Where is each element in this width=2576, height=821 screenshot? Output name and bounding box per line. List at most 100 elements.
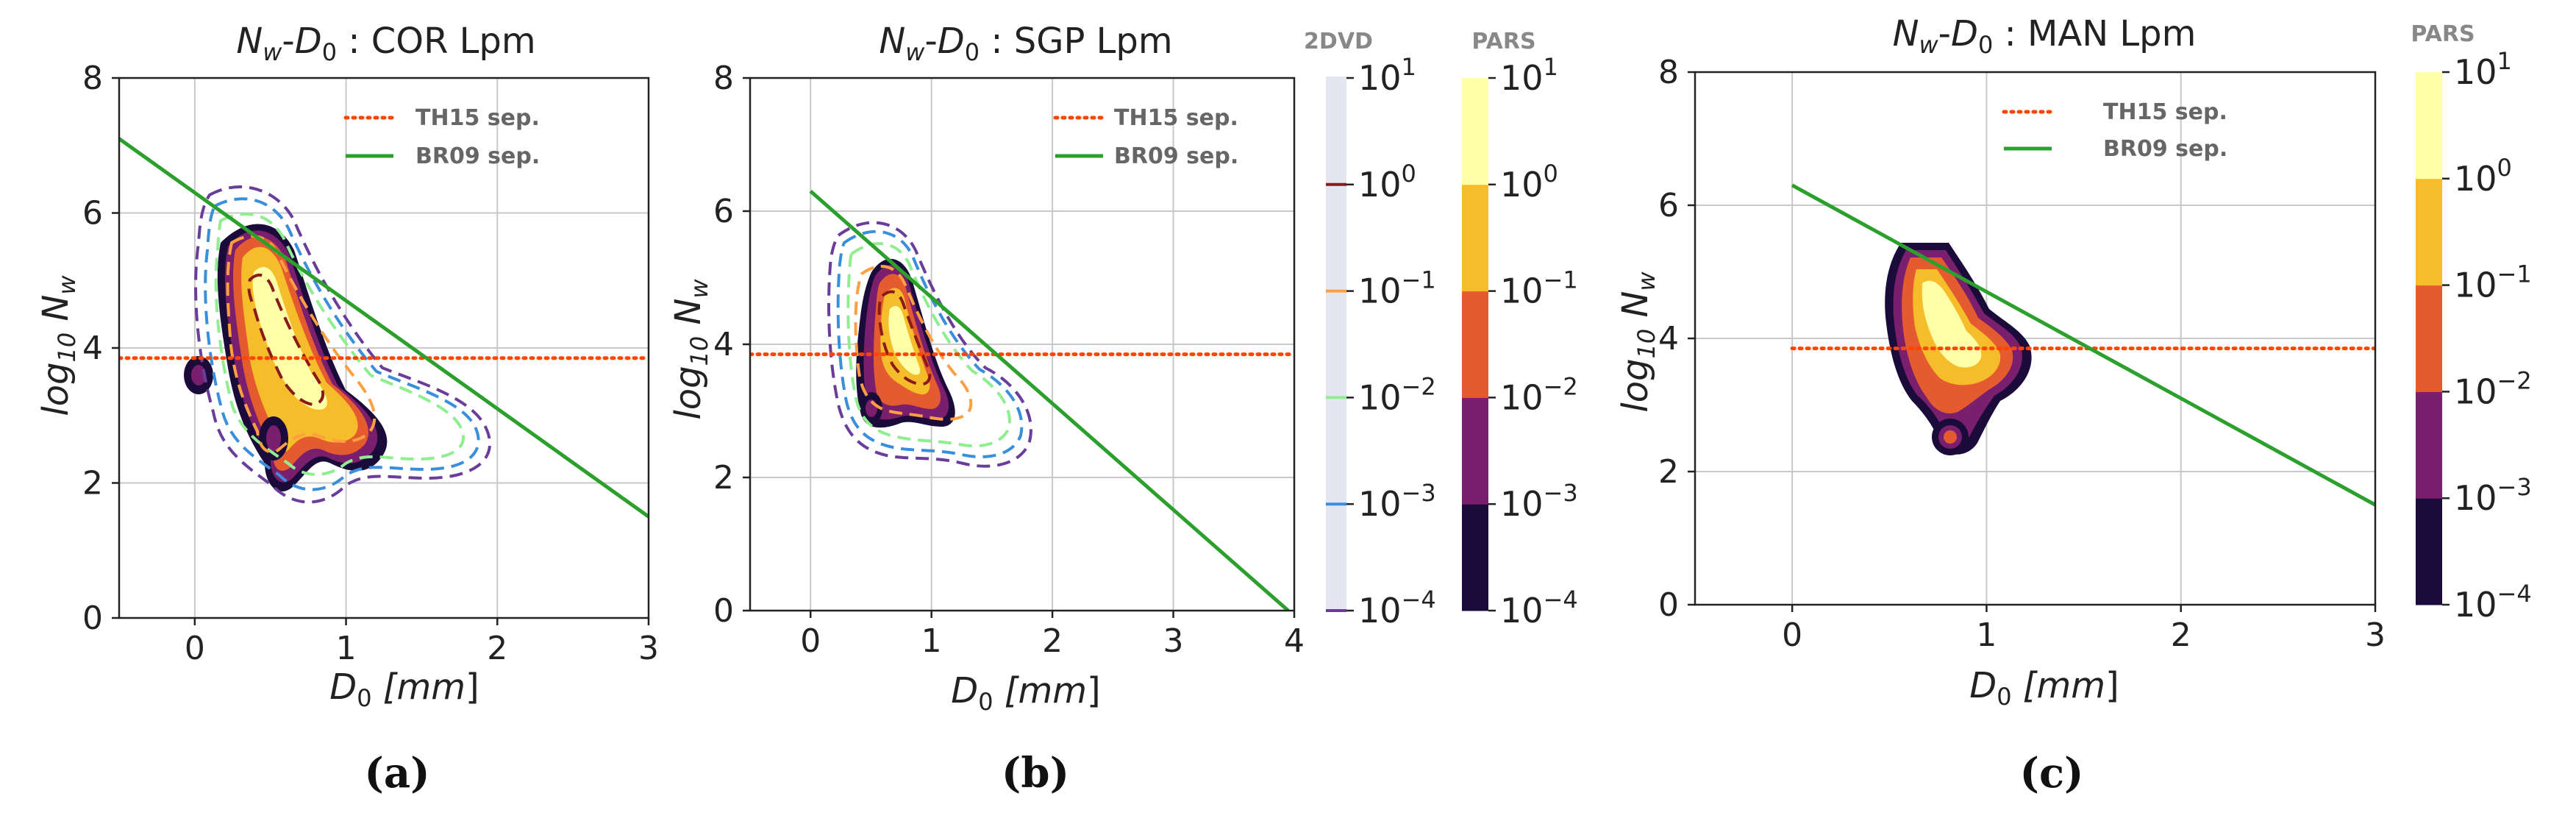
- colorbar-pars-band: [1462, 184, 1488, 292]
- dvd-contour-b-5: [877, 290, 932, 386]
- colorbar-2dvd-tick-label: 100: [1358, 160, 1416, 205]
- x-axis-label-c: D0 [mm]: [1969, 665, 2119, 711]
- colorbar-pars-title-c: PARS: [2411, 21, 2475, 47]
- colorbar-pars-tick-label: 10−2: [1500, 372, 1578, 417]
- colorbar-pars-band: [1462, 397, 1488, 505]
- x-tick-label: 0: [185, 630, 205, 667]
- dvd-contour-a-3: [214, 213, 465, 476]
- panel-label-c: (c): [2019, 749, 2083, 797]
- colorbar-2dvd: 2DVD 10−4 10−3 10−2 10−1 100 101: [1304, 29, 1436, 630]
- colorbar-pars-tick-label: 10−3: [2454, 473, 2532, 518]
- y-tick-label: 6: [713, 193, 734, 230]
- chart-panel-c: 0 1 2 3 0 2 4 6 8 TH15 sep. BR09 sep. Nw-D0 : MA…: [1615, 13, 2386, 797]
- colorbar-2dvd-tick-label: 10−3: [1358, 479, 1436, 524]
- colorbar-2dvd-title: 2DVD: [1304, 29, 1373, 54]
- dvd-contour-a-2: [204, 197, 480, 491]
- panel-label-b: (b): [1002, 749, 1069, 797]
- colorbar-pars-ticks-c: 10−4 10−3 10−2 10−1 100 101: [2442, 47, 2532, 625]
- chart-title-b: Nw-D0 : SGP Lpm: [879, 21, 1172, 66]
- grid-c: [1695, 71, 2376, 605]
- colorbar-pars-tick-label: 10−4: [2454, 580, 2532, 625]
- x-tick-label: 1: [921, 622, 942, 660]
- colorbar-pars-ticks-b: 10−4 10−3 10−2 10−1 100 101: [1488, 53, 1578, 630]
- y-axis-label-b: log10 Nw: [668, 279, 713, 420]
- x-tick-label: 1: [336, 630, 357, 667]
- y-tick-label: 6: [1658, 187, 1679, 224]
- x-tick-label: 1: [1976, 616, 1997, 654]
- ticks-b: 0 1 2 3 4 0 2 4 6 8: [713, 60, 1305, 660]
- colorbar-2dvd-tick-label: 10−1: [1358, 266, 1436, 311]
- y-tick-label: 2: [713, 459, 734, 497]
- legend-br09-label-c: BR09 sep.: [2103, 136, 2227, 162]
- legend-br09-label-b: BR09 sep.: [1114, 143, 1238, 169]
- chart-title-c: Nw-D0 : MAN Lpm: [1893, 13, 2197, 59]
- y-tick-label: 0: [82, 600, 103, 637]
- dvd-contour-a-1: [194, 185, 491, 504]
- y-axis-label-a: log10 Nw: [35, 275, 81, 416]
- colorbar-pars-band: [1462, 504, 1488, 611]
- dvd-contour-a-4: [226, 235, 377, 454]
- chart-title-a: Nw-D0 : COR Lpm: [236, 21, 535, 66]
- br09-line-a: [119, 137, 649, 519]
- x-tick-label: 4: [1284, 622, 1305, 660]
- y-axis-label-c: log10 Nw: [1615, 271, 1660, 413]
- dvd-contours-b: [827, 221, 1032, 468]
- pars-blob-a-2: [266, 425, 281, 452]
- dvd-contour-b-4: [854, 265, 973, 421]
- y-tick-label: 2: [82, 465, 103, 502]
- colorbar-pars-tick-label: 10−1: [2454, 260, 2532, 305]
- colorbar-2dvd-body: [1326, 78, 1346, 611]
- colorbar-pars-title-b: PARS: [1471, 29, 1535, 54]
- colorbar-pars-tick-label: 10−1: [1500, 266, 1578, 311]
- separator-lines-a: [119, 137, 649, 519]
- colorbar-pars-c: PARS 10−4 10−3 10−2 10−1 100 101: [2411, 21, 2531, 625]
- x-tick-label: 3: [1163, 622, 1184, 660]
- pars-contours-c: [1885, 243, 2032, 455]
- x-tick-label: 0: [800, 622, 821, 660]
- y-tick-label: 8: [713, 60, 734, 97]
- colorbar-pars-bands-b: [1462, 78, 1488, 611]
- x-axis-label-a: D0 [mm]: [329, 667, 479, 712]
- y-tick-label: 4: [713, 326, 734, 363]
- pars-contours-a: [184, 224, 388, 492]
- dvd-contours-a: [194, 185, 491, 504]
- y-tick-label: 6: [82, 195, 103, 232]
- y-tick-label: 4: [82, 330, 103, 367]
- colorbar-pars-b: PARS 10−4 10−3 10−2 10−1 100 101: [1462, 29, 1578, 630]
- x-tick-label: 2: [2171, 616, 2191, 654]
- dvd-contour-b-2: [836, 230, 1024, 458]
- pars-contour-c-l5: [1922, 280, 1982, 368]
- ticks-a: 0 1 2 3 0 2 4 6 8: [82, 60, 659, 667]
- colorbar-pars-band: [2416, 391, 2442, 499]
- chart-panel-a: 0 1 2 3 0 2 4 6 8 TH15 sep. BR09 sep. Nw-D0 : CO…: [35, 21, 659, 797]
- x-tick-label: 2: [1042, 622, 1063, 660]
- colorbar-pars-tick-label: 101: [2454, 47, 2512, 92]
- colorbar-pars-tick-label: 101: [1500, 53, 1558, 98]
- y-tick-label: 4: [1658, 320, 1679, 358]
- legend-th15-label-b: TH15 sep.: [1114, 105, 1238, 131]
- separator-lines-c: [1790, 183, 2375, 507]
- colorbar-pars-band: [1462, 78, 1488, 185]
- colorbar-2dvd-ticks: 10−4 10−3 10−2 10−1 100 101: [1326, 53, 1436, 630]
- legend-br09-label-a: BR09 sep.: [415, 143, 540, 169]
- colorbar-2dvd-tick-label: 10−2: [1358, 372, 1436, 417]
- colorbar-pars-band: [2416, 498, 2442, 605]
- x-tick-label: 3: [2365, 616, 2386, 654]
- legend-b: TH15 sep. BR09 sep.: [1053, 105, 1238, 169]
- legend-th15-label-a: TH15 sep.: [415, 105, 540, 131]
- colorbar-pars-tick-label: 10−3: [1500, 479, 1578, 524]
- colorbar-pars-tick-label: 100: [1500, 160, 1558, 205]
- dvd-contour-b-3: [846, 242, 1011, 448]
- colorbar-2dvd-tick-label: 101: [1358, 53, 1416, 98]
- pars-blob-c-3: [1944, 430, 1957, 444]
- colorbar-pars-tick-label: 10−2: [2454, 366, 2532, 411]
- chart-panel-b: 0 1 2 3 4 0 2 4 6 8 TH15 sep. BR09 sep. Nw-D0 : S…: [668, 21, 1305, 797]
- y-tick-label: 2: [1658, 453, 1679, 491]
- legend-c: TH15 sep. BR09 sep.: [2002, 99, 2227, 162]
- colorbar-pars-band: [2416, 285, 2442, 392]
- legend-th15-label-c: TH15 sep.: [2103, 99, 2227, 125]
- x-tick-label: 0: [1782, 616, 1802, 654]
- br09-line-b: [809, 189, 1290, 611]
- legend-a: TH15 sep. BR09 sep.: [343, 105, 540, 169]
